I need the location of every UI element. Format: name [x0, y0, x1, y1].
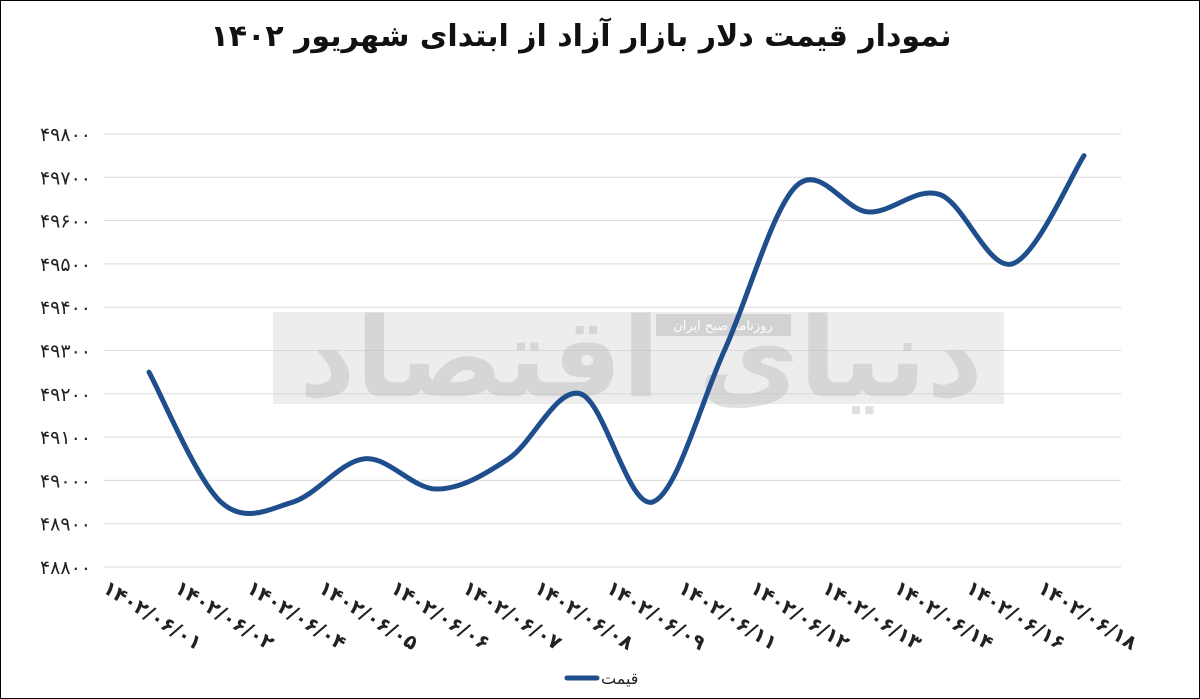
y-tick-label: ۴۸۹۰۰: [40, 514, 91, 536]
y-tick-label: ۴۸۸۰۰: [40, 557, 91, 579]
watermark-logo: دنیای اقتصاد: [299, 294, 983, 422]
y-tick-label: ۴۹۷۰۰: [40, 167, 91, 189]
legend: قیمت: [564, 669, 638, 688]
y-tick-label: ۴۹۴۰۰: [40, 297, 91, 319]
y-tick-label: ۴۹۲۰۰: [40, 384, 91, 406]
x-axis-ticks: ۱۴۰۲/۰۶/۰۱۱۴۰۲/۰۶/۰۲۱۴۰۲/۰۶/۰۴۱۴۰۲/۰۶/۰۵…: [99, 575, 1142, 655]
watermark-band: [273, 312, 1004, 404]
watermark-tag-band: [656, 314, 791, 336]
y-tick-label: ۴۹۳۰۰: [40, 341, 91, 363]
chart-title: نمودار قیمت دلار بازار آزاد از ابتدای شه…: [210, 19, 952, 54]
gridlines: [104, 133, 1121, 568]
y-tick-label: ۴۹۸۰۰: [40, 124, 91, 146]
watermark-tagline: روزنامه صبح ایران: [673, 319, 773, 334]
legend-label: قیمت: [601, 669, 638, 688]
watermark: دنیای اقتصاد روزنامه صبح ایران: [273, 294, 1004, 422]
series-line-price: [146, 153, 1087, 516]
y-tick-label: ۴۹۰۰۰: [40, 470, 91, 492]
y-tick-label: ۴۹۱۰۰: [40, 427, 91, 449]
y-tick-label: ۴۹۵۰۰: [40, 254, 91, 276]
y-tick-label: ۴۹۶۰۰: [40, 211, 91, 233]
y-axis-ticks: ۴۸۸۰۰ ۴۸۹۰۰ ۴۹۰۰۰ ۴۹۱۰۰ ۴۹۲۰۰ ۴۹۳۰۰ ۴۹۴۰۰ ۴۹۵۰۰…: [40, 124, 91, 579]
